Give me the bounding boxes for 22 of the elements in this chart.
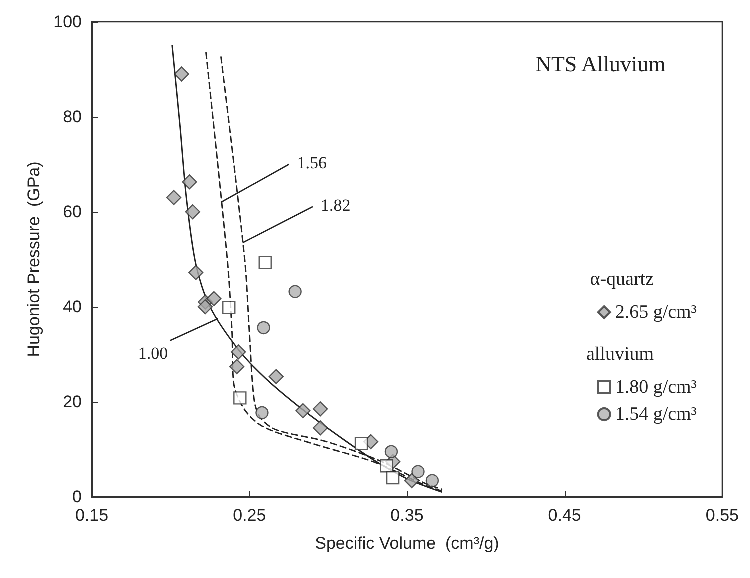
x-tick-label: 0.25 xyxy=(233,506,266,525)
y-axis-title: Hugoniot Pressure (GPa) xyxy=(24,162,44,358)
annotation: 1.00 xyxy=(138,344,168,363)
legend-label: 1.54 g/cm³ xyxy=(615,404,698,425)
y-tick-label: 20 xyxy=(63,392,82,412)
x-tick-label: 0.55 xyxy=(706,506,740,525)
annotation: 1.56 xyxy=(297,154,327,172)
x-tick-label: 0.35 xyxy=(390,506,424,525)
x-tick-label: 0.45 xyxy=(548,506,582,525)
x-axis-title: Specific Volume (cm³/g) xyxy=(315,534,500,553)
legend-label: 1.80 g/cm³ xyxy=(615,377,698,398)
annotation: alluvium xyxy=(586,344,654,365)
annotation: 1.82 xyxy=(320,196,351,215)
y-tick-label: 80 xyxy=(63,108,82,126)
y-tick-label: 100 xyxy=(54,12,82,32)
x-tick-label: 0.15 xyxy=(75,506,109,525)
y-tick-label: 40 xyxy=(63,298,82,316)
annotation: α-quartz xyxy=(590,269,654,290)
legend-label: 2.65 g/cm³ xyxy=(615,302,698,323)
y-tick-label: 60 xyxy=(63,202,82,222)
y-tick-label: 0 xyxy=(72,488,82,506)
text: NTS Alluvium xyxy=(536,52,666,76)
